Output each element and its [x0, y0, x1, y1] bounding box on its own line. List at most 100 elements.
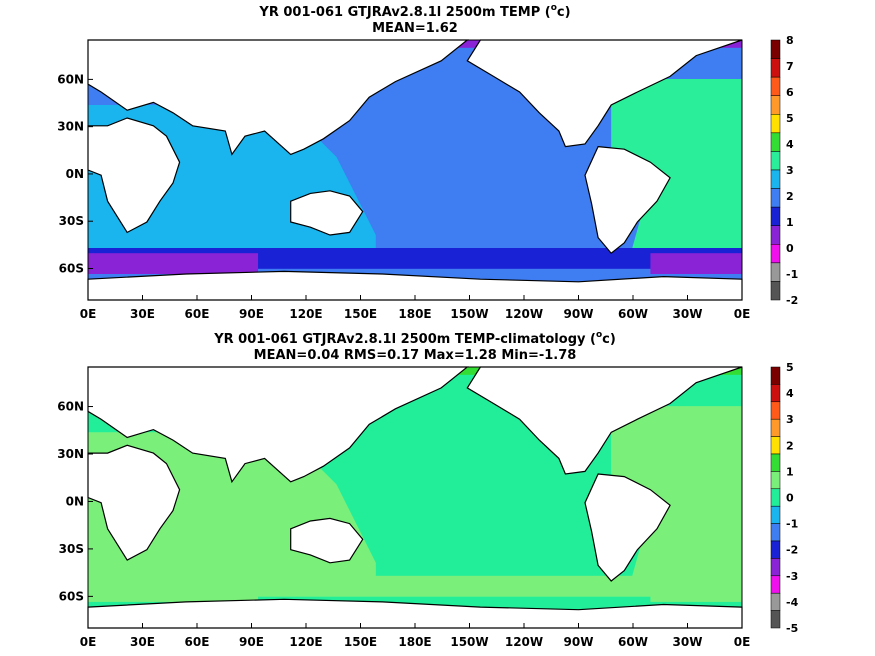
y-tick-label: 0N	[66, 167, 84, 181]
colorbar-label: 5	[786, 112, 794, 125]
colorbar-label: 1	[786, 465, 794, 478]
antarctic-margin-east	[650, 581, 742, 602]
x-tick-label: 120E	[289, 307, 322, 321]
colorbar-swatch	[770, 76, 781, 96]
x-tick-label: 150W	[450, 307, 488, 321]
y-tick-label: 60S	[59, 589, 84, 603]
antarctic-margin-west	[88, 253, 259, 274]
x-tick-label: 0E	[734, 635, 751, 649]
eurasia-landmass	[87, 39, 470, 156]
colorbar-swatch	[770, 366, 781, 385]
y-tick-label: 60N	[57, 72, 84, 86]
x-tick-label: 90W	[564, 307, 594, 321]
colorbar-swatch	[770, 151, 781, 171]
title-text-2: YR 001-061 GTJRAv2.8.1l 2500m TEMP-clima…	[213, 332, 596, 347]
colorbar-label: 2	[786, 439, 794, 452]
colorbar-swatch	[770, 575, 781, 594]
colorbar-label: 2	[786, 190, 794, 203]
colorbar-label: 5	[786, 361, 794, 374]
chart-subtitle-1: MEAN=1.62	[372, 21, 458, 36]
y-tick-label: 60N	[57, 400, 84, 414]
x-tick-label: 60W	[618, 307, 648, 321]
colorbar-label: -3	[786, 570, 798, 583]
colorbar-label: 4	[786, 138, 794, 151]
australia-landmass	[290, 517, 364, 564]
south-america-landmass	[584, 473, 671, 582]
colorbar-swatch	[770, 453, 781, 472]
chart-subtitle-2: MEAN=0.04 RMS=0.17 Max=1.28 Min=-1.78	[254, 348, 577, 363]
colorbar-swatch	[770, 95, 781, 115]
x-tick-label: 30W	[673, 635, 703, 649]
colorbar-swatch	[770, 401, 781, 420]
x-tick-label: 120E	[289, 635, 322, 649]
colorbar-swatch	[770, 169, 781, 189]
x-tick-label: 60E	[185, 635, 210, 649]
colorbar-label: 0	[786, 242, 794, 255]
y-tick-label: 30S	[59, 542, 84, 556]
colorbar-label: -1	[786, 268, 798, 281]
colorbar-swatch	[770, 188, 781, 208]
north-america-landmass	[466, 39, 743, 148]
x-tick-label: 0E	[80, 635, 97, 649]
colorbar-swatch	[770, 281, 781, 301]
y-tick-label: 30N	[57, 447, 84, 461]
colorbar-swatch	[770, 610, 781, 629]
x-tick-label: 90E	[239, 307, 264, 321]
colorbar-swatch	[770, 244, 781, 264]
colorbar-label: -4	[786, 596, 799, 609]
colorbar-label: -1	[786, 518, 798, 531]
x-tick-label: 150E	[344, 635, 377, 649]
x-tick-label: 150E	[344, 307, 377, 321]
colorbar-label: -2	[786, 294, 798, 307]
y-tick-label: 0N	[66, 494, 84, 508]
eurasia-landmass	[87, 366, 470, 484]
colorbar-label: 6	[786, 86, 794, 99]
x-tick-label: 180E	[398, 307, 431, 321]
colorbar-swatch	[770, 225, 781, 245]
colorbar-label: 7	[786, 60, 794, 73]
x-tick-label: 30W	[673, 307, 703, 321]
colorbar-swatch	[770, 436, 781, 455]
title-unit-1: c)	[557, 5, 571, 20]
x-tick-label: 120W	[505, 635, 543, 649]
chart-title-2: YR 001-061 GTJRAv2.8.1l 2500m TEMP-clima…	[213, 330, 616, 347]
x-tick-label: 0E	[734, 307, 751, 321]
title-degree-1: o	[551, 3, 557, 13]
colorbar-label: 1	[786, 216, 794, 229]
colorbar-swatch	[770, 206, 781, 226]
antarctic-margin-east	[650, 253, 742, 274]
map-panel-1: YR 001-061 GTJRAv2.8.1l 2500m TEMP (oc)M…	[57, 3, 798, 321]
title-degree-2: o	[596, 330, 602, 340]
colorbar-swatch	[770, 132, 781, 152]
y-tick-label: 30S	[59, 214, 84, 228]
x-tick-label: 60W	[618, 635, 648, 649]
colorbar-label: 4	[786, 387, 794, 400]
colorbar-swatch	[770, 58, 781, 78]
map-panel-2: YR 001-061 GTJRAv2.8.1l 2500m TEMP-clima…	[57, 330, 798, 649]
chart-title-1: YR 001-061 GTJRAv2.8.1l 2500m TEMP (oc)	[258, 3, 570, 20]
title-text-1: YR 001-061 GTJRAv2.8.1l 2500m TEMP (	[258, 5, 550, 20]
x-tick-label: 90W	[564, 635, 594, 649]
colorbar-swatch	[770, 384, 781, 403]
colorbar-swatch	[770, 262, 781, 282]
south-america-landmass	[584, 145, 671, 255]
x-tick-label: 30E	[130, 635, 155, 649]
colorbar-label: 3	[786, 164, 794, 177]
x-tick-label: 30E	[130, 307, 155, 321]
colorbar-label: 3	[786, 413, 794, 426]
colorbar-swatch	[770, 540, 781, 559]
x-tick-label: 120W	[505, 307, 543, 321]
australia-landmass	[290, 190, 364, 236]
colorbar-swatch	[770, 523, 781, 542]
africa-landmass	[87, 444, 181, 561]
y-tick-label: 60S	[59, 261, 84, 275]
title-unit-2: c)	[602, 332, 616, 347]
north-america-landmass	[466, 366, 743, 475]
x-tick-label: 90E	[239, 635, 264, 649]
colorbar-label: -5	[786, 622, 798, 635]
colorbar-swatch	[770, 505, 781, 524]
x-tick-label: 0E	[80, 307, 97, 321]
colorbar-label: 8	[786, 34, 794, 47]
colorbar-swatch	[770, 418, 781, 437]
